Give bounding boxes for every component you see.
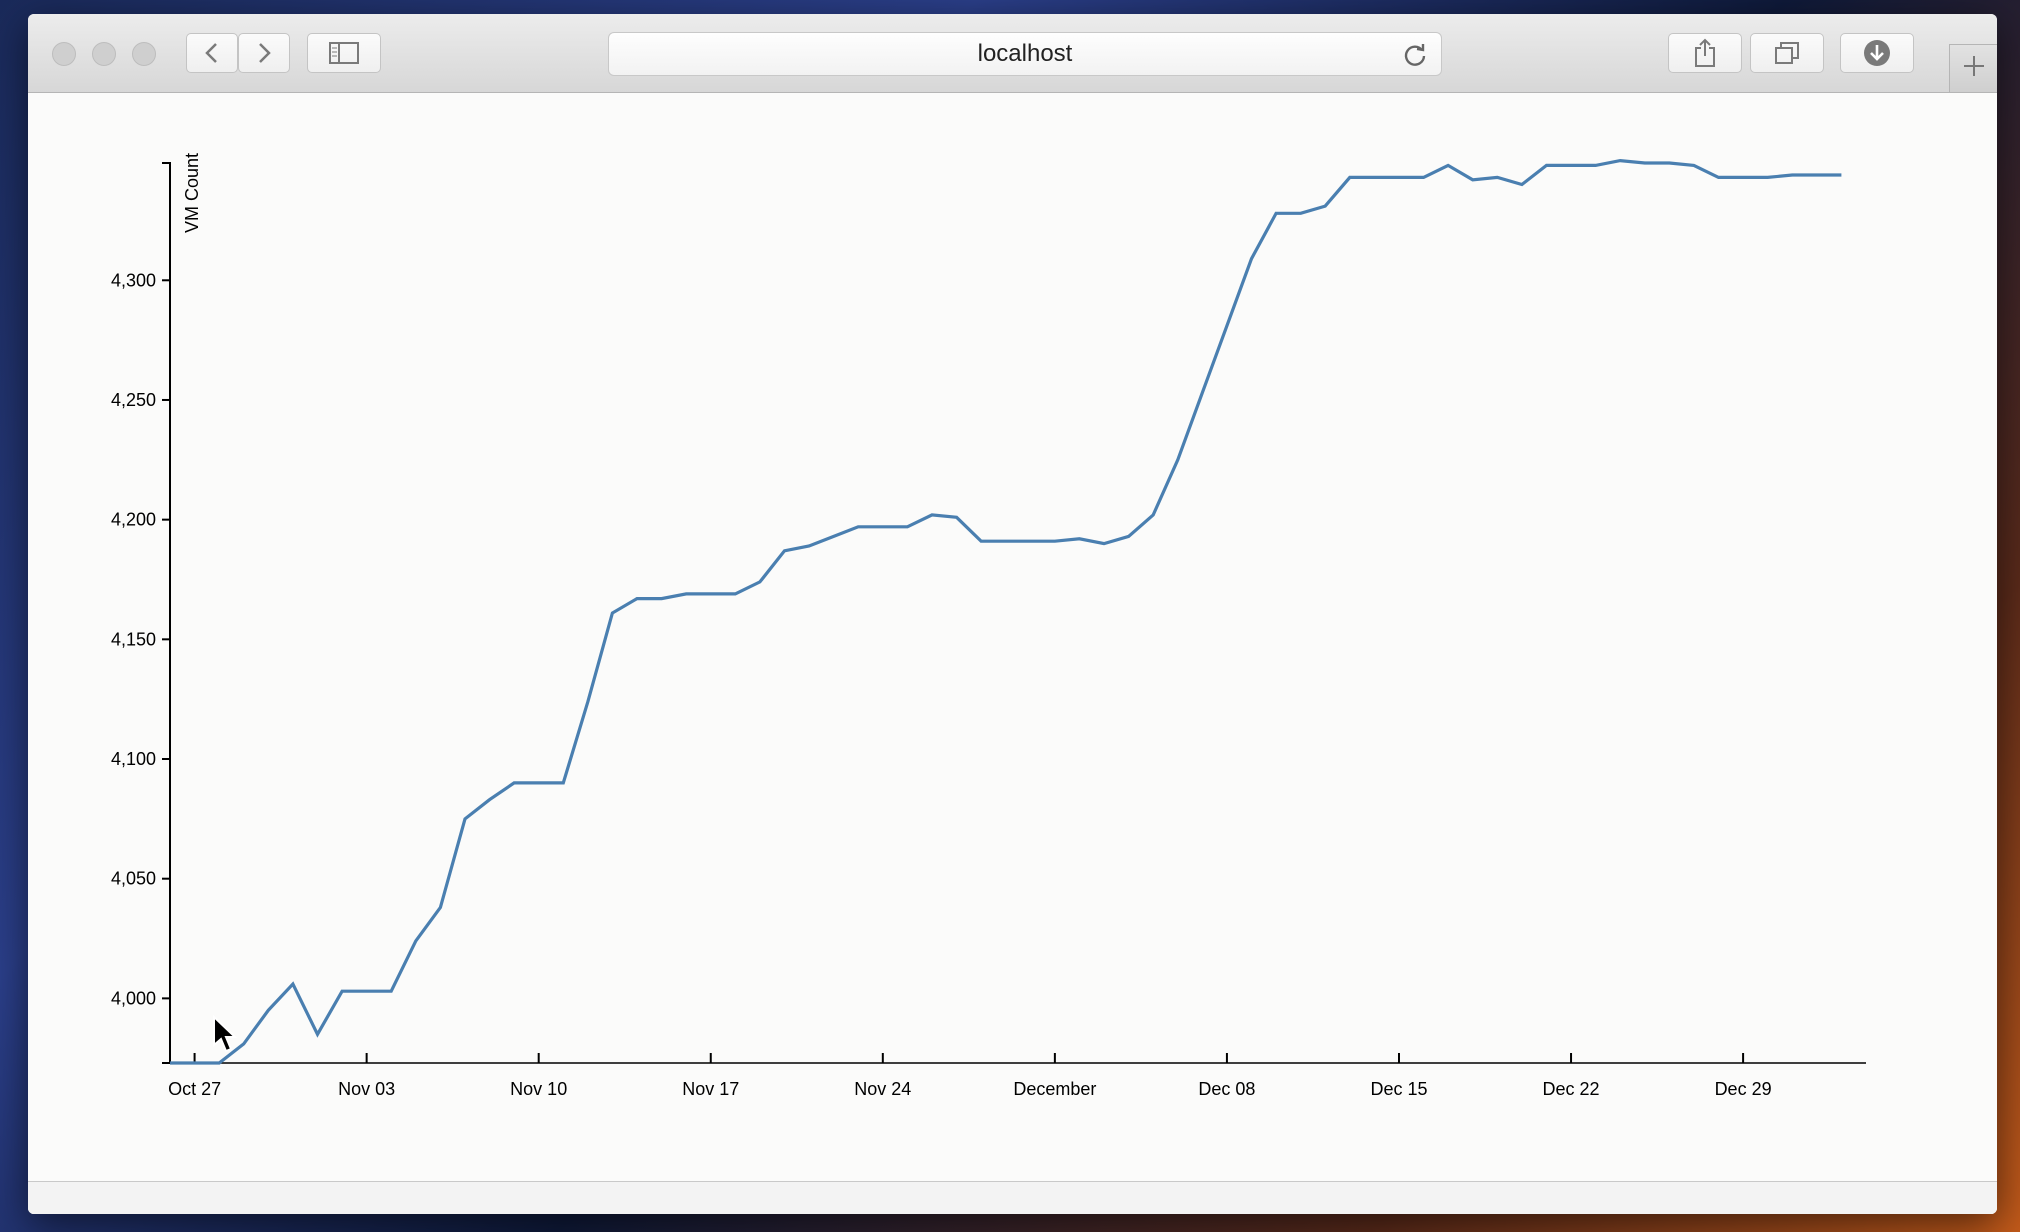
- downloads-button[interactable]: [1840, 33, 1914, 73]
- y-axis-domain: [162, 162, 171, 1064]
- x-tick-label: Oct 27: [168, 1079, 221, 1099]
- x-tick-label: Nov 03: [338, 1079, 395, 1099]
- share-icon: [1693, 38, 1717, 68]
- page-content: 4,000 4,050 4,100 4,150 4,200 4,250 4,300 Oct …: [28, 93, 1997, 1214]
- address-bar[interactable]: localhost: [608, 32, 1442, 76]
- y-axis-label: VM Count: [182, 153, 202, 233]
- x-axis: Oct 27 Nov 03 Nov 10 Nov 17 Nov 24 December De…: [168, 1053, 1866, 1099]
- mouse-cursor-icon: [213, 1015, 238, 1053]
- reload-icon[interactable]: [1401, 41, 1429, 69]
- tabs-icon: [1774, 41, 1800, 65]
- minimize-window-button[interactable]: [92, 42, 116, 66]
- x-tick-label: Nov 24: [854, 1079, 911, 1099]
- x-tick-label: Dec 22: [1543, 1079, 1600, 1099]
- address-text: localhost: [977, 40, 1073, 67]
- show-tabs-button[interactable]: [1750, 33, 1824, 73]
- y-tick-label: 4,250: [111, 390, 156, 410]
- back-button[interactable]: [186, 33, 238, 73]
- close-window-button[interactable]: [52, 42, 76, 66]
- share-button[interactable]: [1668, 33, 1742, 73]
- y-tick-label: 4,100: [111, 749, 156, 769]
- back-icon: [202, 41, 222, 65]
- x-tick-label: Dec 29: [1715, 1079, 1772, 1099]
- series-line: [170, 158, 1842, 1065]
- x-tick-label: December: [1013, 1079, 1096, 1099]
- y-tick-label: 4,200: [111, 510, 156, 530]
- forward-button[interactable]: [238, 33, 290, 73]
- x-tick-label: Dec 08: [1198, 1079, 1255, 1099]
- y-tick-label: 4,300: [111, 270, 156, 290]
- zoom-window-button[interactable]: [132, 42, 156, 66]
- status-bar: [28, 1181, 1997, 1214]
- new-tab-button[interactable]: [1949, 44, 1997, 92]
- y-tick-label: 4,050: [111, 869, 156, 889]
- x-tick-label: Nov 10: [510, 1079, 567, 1099]
- vm-count-line-chart: 4,000 4,050 4,100 4,150 4,200 4,250 4,300 Oct …: [111, 153, 1866, 1099]
- x-tick-label: Nov 17: [682, 1079, 739, 1099]
- browser-toolbar: localhost: [28, 14, 1997, 93]
- y-axis: 4,000 4,050 4,100 4,150 4,200 4,250 4,300: [111, 162, 171, 1064]
- download-icon: [1863, 39, 1891, 67]
- sidebar-button[interactable]: [307, 33, 381, 73]
- x-tick-label: Dec 15: [1370, 1079, 1427, 1099]
- y-tick-label: 4,000: [111, 988, 156, 1008]
- forward-icon: [254, 41, 274, 65]
- y-tick-label: 4,150: [111, 629, 156, 649]
- browser-window: localhost 4,000 4,050 4: [28, 14, 1997, 1214]
- sidebar-icon: [329, 42, 359, 64]
- plus-icon: [1961, 49, 1987, 88]
